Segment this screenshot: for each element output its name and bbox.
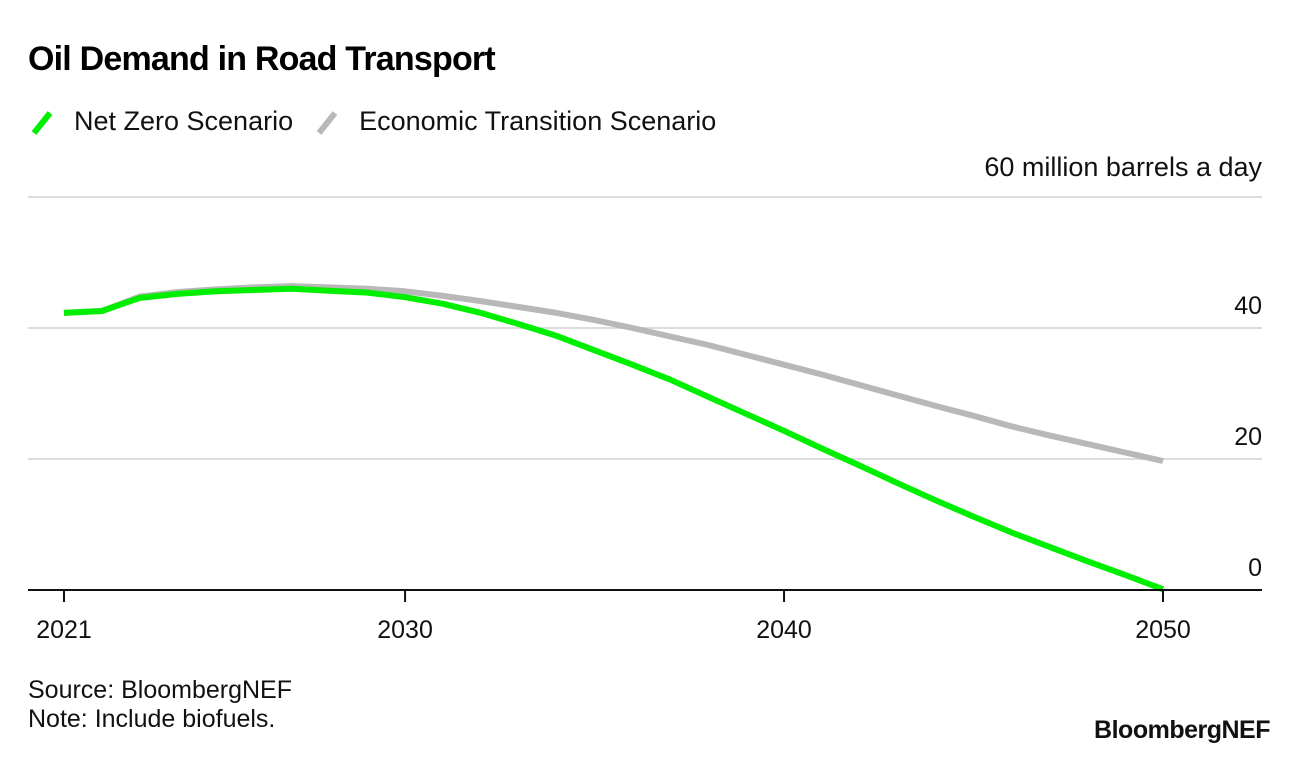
brand-logo: BloombergNEF <box>1094 716 1270 744</box>
y-tick-label-40: 40 <box>1234 292 1262 320</box>
series-line-economic-transition-scenario <box>63 283 1164 464</box>
legend-label-net-zero: Net Zero Scenario <box>74 106 294 136</box>
y-tick-label-20: 20 <box>1234 423 1262 451</box>
x-tick-label-2021: 2021 <box>36 616 92 644</box>
y-axis-unit-label: 60 million barrels a day <box>984 152 1262 182</box>
footnotes: Source: BloombergNEF Note: Include biofu… <box>28 676 292 734</box>
legend-swatch-economic-transition-icon <box>316 110 338 135</box>
x-tick-label-2050: 2050 <box>1135 616 1191 644</box>
legend-label-economic-transition: Economic Transition Scenario <box>359 106 717 136</box>
series-line-net-zero-scenario <box>63 285 1165 593</box>
y-tick-label-0: 0 <box>1248 554 1262 582</box>
chart-title: Oil Demand in Road Transport <box>28 40 496 78</box>
legend-swatch-net-zero-icon <box>31 110 53 135</box>
x-tick-label-2040: 2040 <box>756 616 812 644</box>
x-ticks: 2021 2030 2040 2050 <box>36 590 1191 644</box>
legend-item-net-zero: Net Zero Scenario <box>28 106 293 137</box>
series-lines <box>63 283 1165 593</box>
source-note: Source: BloombergNEF <box>28 676 293 704</box>
legend-item-economic-transition: Economic Transition Scenario <box>313 106 716 137</box>
legend: Net Zero Scenario Economic Transition Sc… <box>28 106 736 137</box>
note-text: Note: Include biofuels. <box>28 705 276 733</box>
y-tick-labels: 0 20 40 <box>1234 292 1262 582</box>
x-tick-label-2030: 2030 <box>377 616 433 644</box>
